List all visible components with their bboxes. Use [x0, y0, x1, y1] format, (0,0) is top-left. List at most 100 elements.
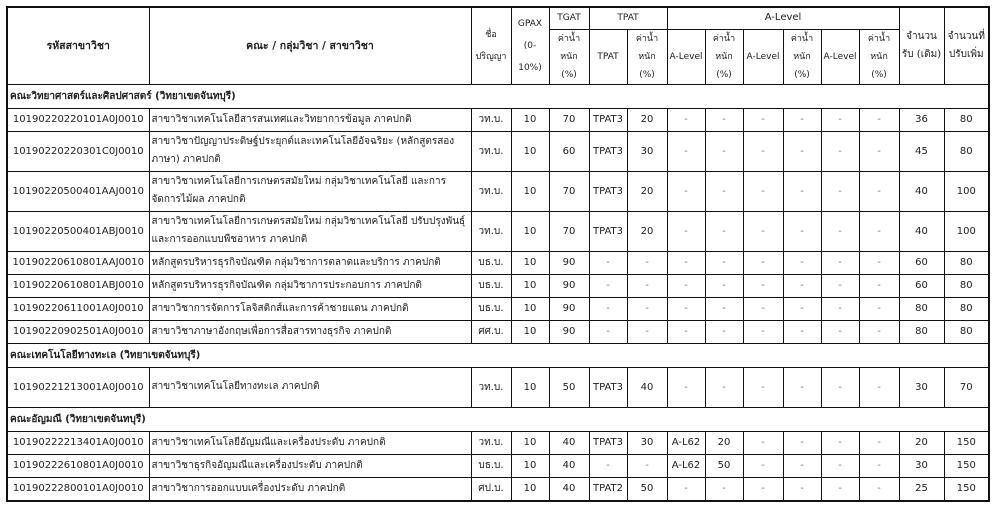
tgat-weight: 90: [548, 250, 590, 275]
tpat-subject: TPAT3: [588, 107, 628, 132]
program-name: สาขาวิชาเทคโนโลยีการเกษตรสมัยใหม่ กลุ่มว…: [148, 170, 472, 212]
alevel-2-subject: -: [742, 319, 784, 344]
program-code: 10190220610801AAJ0010: [6, 250, 150, 275]
tpat-weight: 30: [626, 130, 668, 172]
header-tpat-weight: ค่าน้ำหนัก (%): [626, 28, 668, 85]
alevel-2-subject: -: [742, 170, 784, 212]
seats-original: 20: [898, 430, 945, 455]
alevel-3-subject: -: [820, 210, 860, 252]
alevel-2-subject: -: [742, 130, 784, 172]
faculty-name: คณะอัญมณี (วิทยาเขตจันทบุรี): [6, 406, 990, 432]
tpat-weight: 40: [626, 366, 668, 408]
tpat-subject: -: [588, 319, 628, 344]
alevel-3-subject: -: [820, 476, 860, 501]
program-name: สาขาวิชาปัญญาประดิษฐ์ประยุกต์และเทคโนโลย…: [148, 130, 472, 172]
seats-original: 40: [898, 170, 945, 212]
header-tgat-weight: ค่าน้ำหนัก (%): [548, 28, 590, 85]
header-seats-orig: จำนวน รับ (เดิม): [898, 6, 945, 85]
alevel-3-weight: -: [858, 107, 900, 132]
seats-original: 60: [898, 250, 945, 275]
alevel-1-weight: -: [704, 210, 744, 252]
alevel-2-weight: -: [782, 366, 822, 408]
degree: วท.บ.: [470, 170, 512, 212]
tgat-weight: 40: [548, 430, 590, 455]
alevel-1-subject: -: [666, 250, 706, 275]
tgat-weight: 50: [548, 366, 590, 408]
program-name: สาขาวิชาการจัดการโลจิสติกส์และการค้าชายแ…: [148, 296, 472, 321]
alevel-2-weight: -: [782, 476, 822, 501]
tpat-subject: TPAT3: [588, 366, 628, 408]
alevel-2-subject: -: [742, 296, 784, 321]
tgat-weight: 40: [548, 476, 590, 501]
tpat-weight: -: [626, 319, 668, 344]
alevel-1-subject: -: [666, 476, 706, 501]
program-code: 10190220220301C0J0010: [6, 130, 150, 172]
table-row: 10190220220101A0J0010 สาขาวิชาเทคโนโลยีสา…: [6, 107, 990, 132]
header-tpat: TPAT: [588, 6, 668, 30]
table-row: 10190220500401ABJ0010 สาขาวิชาเทคโนโลยีกา…: [6, 210, 990, 252]
alevel-3-subject: -: [820, 430, 860, 455]
gpax: 10: [510, 130, 550, 172]
alevel-3-weight: -: [858, 430, 900, 455]
alevel-1-weight: -: [704, 170, 744, 212]
program-name: สาขาวิชาเทคโนโลยีการเกษตรสมัยใหม่ กลุ่มว…: [148, 210, 472, 252]
header-alevel-2-weight: ค่าน้ำหนัก (%): [782, 28, 822, 85]
header-alevel: A-Level: [666, 6, 900, 30]
tpat-subject: TPAT3: [588, 430, 628, 455]
alevel-3-subject: -: [820, 170, 860, 212]
program-name: หลักสูตรบริหารธุรกิจบัณฑิต กลุ่มวิชาการป…: [148, 273, 472, 298]
alevel-2-subject: -: [742, 107, 784, 132]
table-row: 10190221213001A0J0010 สาขาวิชาเทคโนโลยีทา…: [6, 366, 990, 408]
alevel-3-weight: -: [858, 453, 900, 478]
program-code: 10190220500401ABJ0010: [6, 210, 150, 252]
seats-original: 30: [898, 366, 945, 408]
faculty-name: คณะวิทยาศาสตร์และศิลปศาสตร์ (วิทยาเขตจัน…: [6, 83, 990, 109]
alevel-1-weight: -: [704, 296, 744, 321]
table-row: 10190220610801ABJ0010 หลักสูตรบริหารธุรกิ…: [6, 273, 990, 298]
program-code: 10190222610801A0J0010: [6, 453, 150, 478]
alevel-2-subject: -: [742, 476, 784, 501]
alevel-2-weight: -: [782, 170, 822, 212]
header-code: รหัสสาขาวิชา: [6, 6, 150, 85]
seats-added: 70: [943, 366, 990, 408]
alevel-2-subject: -: [742, 250, 784, 275]
alevel-1-subject: A-L62: [666, 453, 706, 478]
alevel-1-subject: A-L62: [666, 430, 706, 455]
alevel-1-subject: -: [666, 210, 706, 252]
header-alevel-3-weight: ค่าน้ำหนัก (%): [858, 28, 900, 85]
table-row: 10190222213401A0J0010 สาขาวิชาเทคโนโลยีอั…: [6, 430, 990, 455]
tpat-weight: 20: [626, 107, 668, 132]
alevel-1-subject: -: [666, 170, 706, 212]
gpax: 10: [510, 107, 550, 132]
alevel-3-subject: -: [820, 273, 860, 298]
degree: วท.บ.: [470, 210, 512, 252]
alevel-2-subject: -: [742, 453, 784, 478]
alevel-2-weight: -: [782, 130, 822, 172]
alevel-1-weight: -: [704, 319, 744, 344]
seats-original: 80: [898, 296, 945, 321]
header-alevel-1: A-Level: [666, 28, 706, 85]
header-seats-added: จำนวนที่ ปรับเพิ่ม: [943, 6, 990, 85]
program-name: หลักสูตรบริหารธุรกิจบัณฑิต กลุ่มวิชาการต…: [148, 250, 472, 275]
program-code: 10190220500401AAJ0010: [6, 170, 150, 212]
alevel-1-weight: 50: [704, 453, 744, 478]
program-name: สาขาวิชาภาษาอังกฤษเพื่อการสื่อสารทางธุรก…: [148, 319, 472, 344]
header-tpat-sub: TPAT: [588, 28, 628, 85]
seats-original: 45: [898, 130, 945, 172]
tgat-weight: 70: [548, 107, 590, 132]
alevel-1-weight: -: [704, 366, 744, 408]
alevel-2-weight: -: [782, 250, 822, 275]
tpat-weight: 20: [626, 210, 668, 252]
seats-added: 80: [943, 273, 990, 298]
table-row: 10190220220301C0J0010 สาขาวิชาปัญญาประดิษ…: [6, 130, 990, 172]
gpax: 10: [510, 476, 550, 501]
faculty-name: คณะเทคโนโลยีทางทะเล (วิทยาเขตจันทบุรี): [6, 342, 990, 368]
seats-added: 100: [943, 210, 990, 252]
degree: บธ.บ.: [470, 250, 512, 275]
seats-added: 80: [943, 319, 990, 344]
alevel-2-weight: -: [782, 430, 822, 455]
alevel-2-weight: -: [782, 210, 822, 252]
header-alevel-1-weight: ค่าน้ำหนัก (%): [704, 28, 744, 85]
tpat-weight: 50: [626, 476, 668, 501]
faculty-row: คณะอัญมณี (วิทยาเขตจันทบุรี): [6, 406, 990, 432]
